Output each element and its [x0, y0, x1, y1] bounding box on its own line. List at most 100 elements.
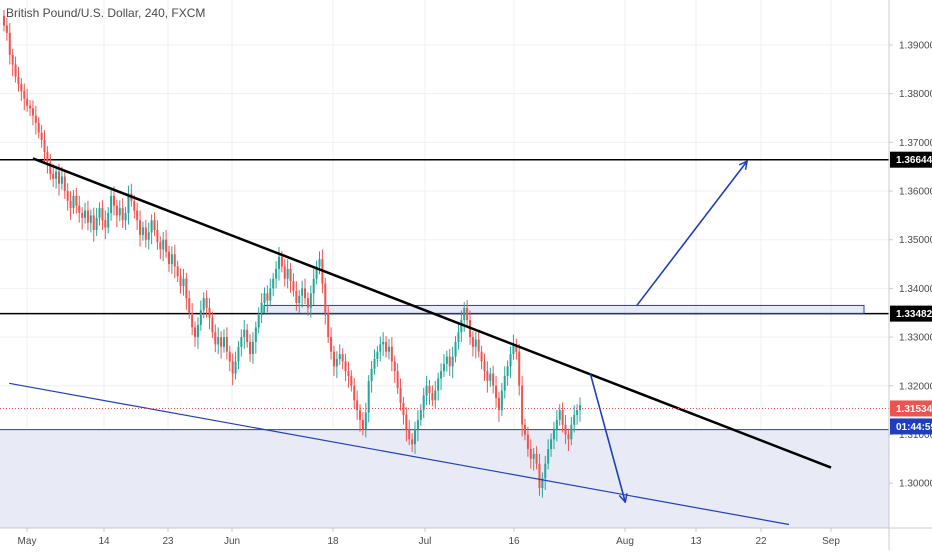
candle — [199, 310, 202, 325]
candle — [34, 115, 37, 123]
candle — [277, 256, 280, 269]
candle — [144, 227, 147, 240]
candle — [205, 298, 208, 308]
candle — [422, 395, 425, 411]
candle — [92, 215, 95, 230]
candle — [521, 385, 524, 425]
candle — [254, 327, 257, 342]
candle — [327, 312, 330, 338]
candle — [26, 98, 29, 106]
candle — [170, 254, 173, 265]
candle — [454, 341, 457, 357]
candle — [318, 259, 321, 267]
candle — [405, 414, 408, 430]
candle — [526, 434, 529, 450]
x-tick-label: 18 — [327, 536, 339, 547]
candle — [2, 15, 6, 26]
arrow-up — [636, 162, 747, 306]
candle — [396, 371, 399, 389]
candle — [269, 288, 272, 301]
y-tick-label: 1.38000 — [899, 89, 932, 100]
candle — [240, 337, 243, 347]
candle — [46, 152, 49, 162]
candle — [500, 390, 503, 411]
candle — [249, 341, 252, 355]
price-axis-bg — [889, 0, 932, 550]
y-tick-label: 1.30000 — [899, 479, 932, 490]
candle — [101, 208, 104, 221]
candle — [474, 339, 477, 347]
candle — [463, 307, 466, 321]
candle — [78, 205, 81, 213]
candle — [486, 371, 489, 381]
candle — [246, 329, 249, 342]
candle — [124, 212, 127, 221]
x-tick-label: 16 — [508, 536, 520, 547]
candle — [49, 161, 52, 175]
candle — [550, 439, 553, 450]
x-tick-label: 22 — [755, 536, 767, 547]
x-tick-label: 23 — [162, 536, 174, 547]
candle — [75, 195, 78, 206]
candle — [234, 361, 237, 374]
candle — [460, 320, 463, 333]
candle — [153, 220, 156, 230]
candle — [538, 463, 541, 488]
candle — [570, 424, 573, 440]
level-tag: 1.33482 — [896, 309, 932, 320]
candle — [428, 385, 431, 394]
candle — [356, 400, 359, 411]
candle — [295, 290, 298, 304]
candle — [8, 32, 11, 55]
candle — [14, 64, 17, 77]
candle — [364, 412, 367, 430]
candle — [95, 217, 98, 230]
candle — [561, 410, 564, 425]
candle — [57, 171, 61, 184]
candle — [40, 132, 43, 140]
candle — [338, 354, 341, 359]
candle — [555, 419, 558, 430]
candle — [159, 242, 162, 250]
candle — [344, 361, 347, 372]
candle — [165, 239, 168, 252]
candle — [558, 410, 561, 420]
candle — [567, 434, 570, 440]
candle — [457, 332, 460, 342]
candle — [214, 332, 217, 345]
candle — [576, 410, 579, 415]
candle — [359, 410, 362, 420]
candle — [182, 278, 185, 286]
candle — [237, 346, 240, 362]
candle — [489, 373, 492, 381]
candle — [141, 227, 144, 235]
candle — [147, 232, 150, 240]
candle — [272, 278, 275, 289]
candle — [440, 371, 443, 379]
candle — [477, 339, 480, 352]
trendline-lower — [9, 382, 790, 526]
candle — [156, 229, 159, 243]
candle — [263, 293, 266, 304]
candle — [66, 191, 69, 201]
candle — [286, 268, 289, 279]
candle — [81, 212, 84, 218]
candle — [29, 105, 32, 109]
candle — [23, 91, 26, 99]
candle — [257, 315, 260, 328]
candle — [306, 298, 309, 308]
candle — [5, 25, 8, 33]
candle — [341, 354, 344, 362]
candle — [112, 195, 116, 206]
candle — [127, 193, 130, 213]
candle — [471, 337, 474, 347]
candle — [179, 276, 182, 286]
candle — [373, 358, 376, 369]
candle — [69, 200, 72, 209]
candle — [385, 341, 388, 352]
y-tick-label: 1.32000 — [899, 381, 932, 392]
y-tick-label: 1.31000 — [899, 430, 932, 441]
candle — [466, 307, 469, 321]
candle — [231, 361, 234, 374]
candle — [98, 208, 101, 218]
